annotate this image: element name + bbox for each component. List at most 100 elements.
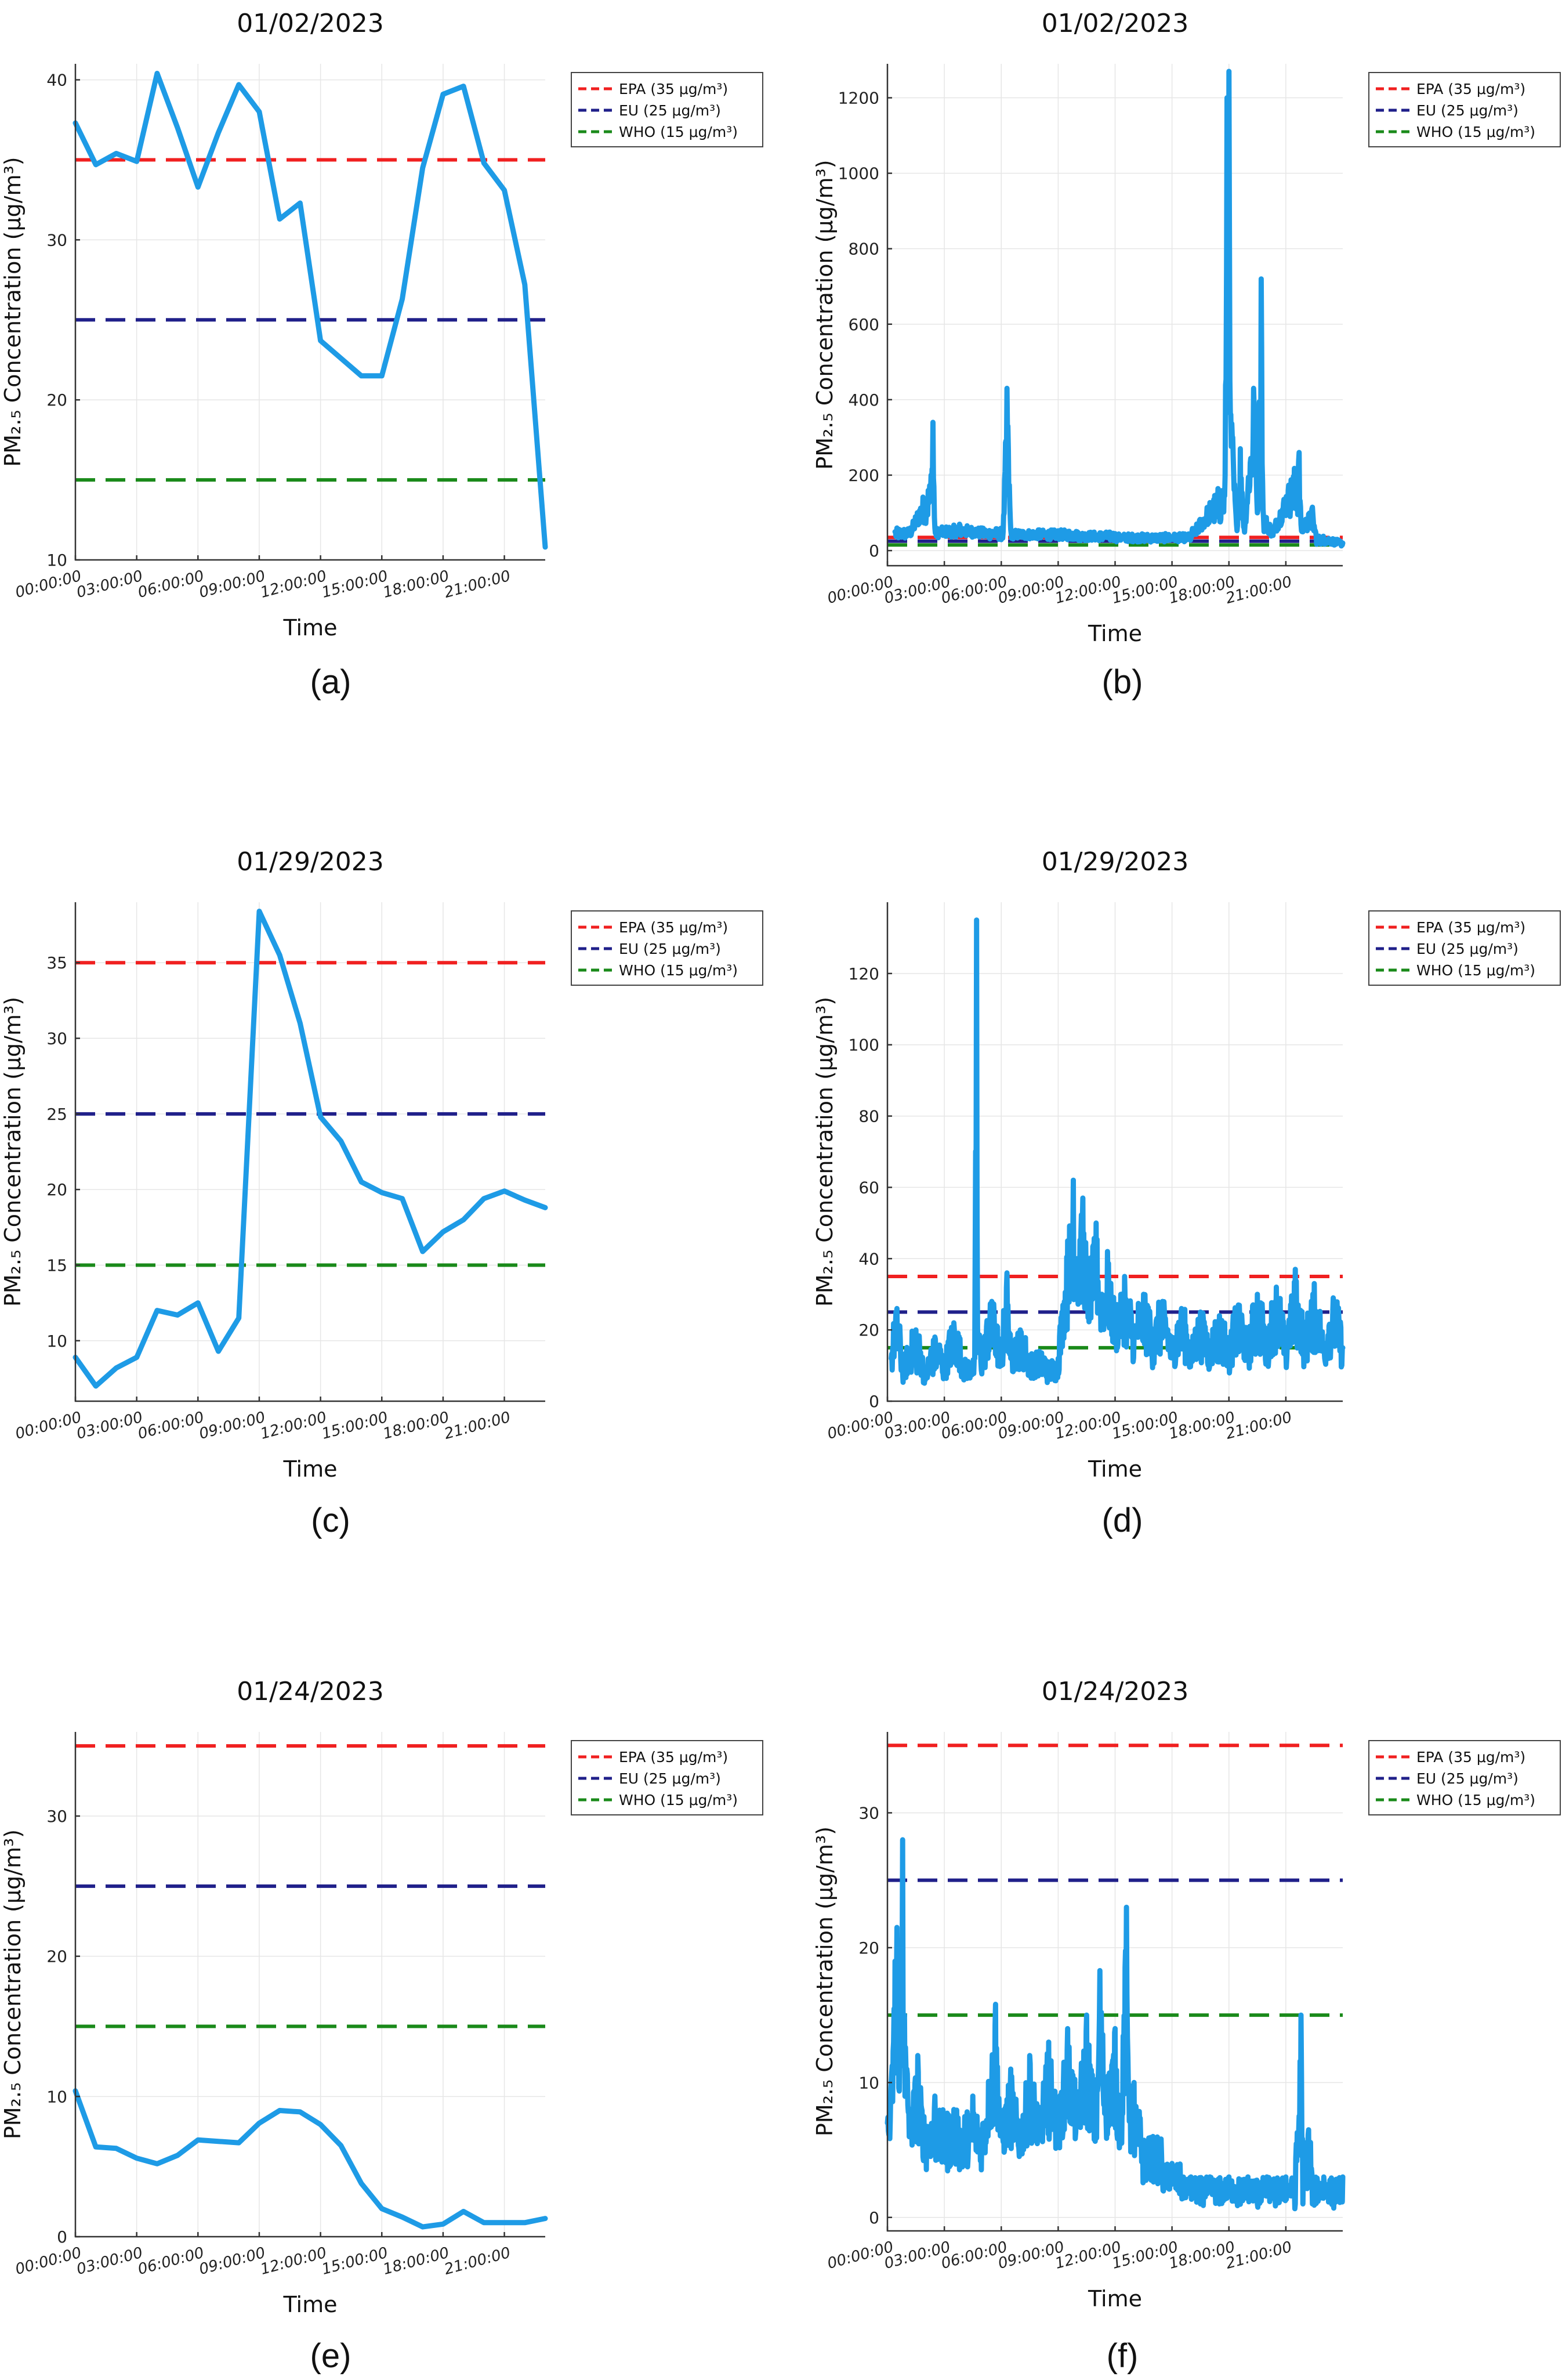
y-tick-label: 60 — [858, 1178, 879, 1197]
pm25-series-line — [73, 909, 548, 1389]
legend-entry: EPA (35 μg/m³) — [619, 81, 728, 97]
y-axis-label: PM₂.₅ Concentration (μg/m³) — [812, 997, 838, 1307]
y-tick-label: 10 — [46, 2087, 67, 2106]
x-axis-label: Time — [283, 615, 338, 641]
panel-caption: (c) — [311, 1502, 350, 1539]
legend-box — [1368, 1740, 1561, 1815]
x-axis-label: Time — [1088, 1456, 1142, 1482]
x-tick-label: 15:00:00 — [320, 567, 390, 602]
x-tick-label: 00:00:00 — [13, 2244, 84, 2278]
chart-panel-6: 01/24/2023010203000:00:0003:00:0006:00:0… — [812, 1677, 1561, 2375]
x-tick-label: 03:00:00 — [75, 2244, 145, 2278]
pm25-series-line — [892, 68, 1346, 549]
y-tick-label: 15 — [46, 1256, 67, 1275]
x-tick-label: 21:00:00 — [1224, 1409, 1294, 1443]
legend-entry: WHO (15 μg/m³) — [1416, 962, 1535, 979]
y-tick-label: 25 — [46, 1105, 67, 1124]
y-tick-label: 600 — [849, 315, 879, 334]
x-tick-label: 12:00:00 — [259, 1409, 329, 1443]
legend: EPA (35 μg/m³) EU (25 μg/m³) WHO (15 μg/m³… — [1368, 72, 1561, 147]
legend-entry: WHO (15 μg/m³) — [619, 962, 738, 979]
panel-caption: (f) — [1107, 2337, 1139, 2375]
y-tick-label: 120 — [849, 964, 879, 983]
x-tick-label: 12:00:00 — [259, 2244, 329, 2278]
y-tick-label: 30 — [46, 230, 67, 249]
y-axis-label: PM₂.₅ Concentration (μg/m³) — [0, 1829, 26, 2139]
pm25-series-line — [73, 71, 548, 550]
x-tick-label: 15:00:00 — [320, 1409, 390, 1443]
x-tick-label: 09:00:00 — [197, 2244, 267, 2278]
pm25-series-line — [885, 1837, 1346, 2212]
legend-entry: WHO (15 μg/m³) — [1416, 1792, 1535, 1808]
x-tick-label: 06:00:00 — [136, 2244, 206, 2278]
legend-entry: EPA (35 μg/m³) — [1416, 1749, 1525, 1766]
x-tick-label: 03:00:00 — [75, 1409, 145, 1443]
x-axis-label: Time — [283, 1456, 338, 1482]
legend-entry: WHO (15 μg/m³) — [1416, 124, 1535, 140]
pm25-series-line — [73, 2088, 548, 2230]
legend-entry: EPA (35 μg/m³) — [619, 919, 728, 936]
x-tick-label: 12:00:00 — [259, 567, 329, 602]
y-tick-label: 0 — [869, 2208, 879, 2227]
y-axis-label: PM₂.₅ Concentration (μg/m³) — [0, 157, 26, 466]
y-tick-label: 30 — [858, 1803, 879, 1822]
legend-entry: EU (25 μg/m³) — [619, 1770, 721, 1787]
x-axis-label: Time — [1088, 2286, 1142, 2312]
pm25-series-line — [889, 917, 1346, 1386]
legend-entry: EU (25 μg/m³) — [619, 102, 721, 119]
y-tick-label: 20 — [46, 390, 67, 410]
y-tick-label: 30 — [46, 1029, 67, 1048]
x-tick-label: 06:00:00 — [136, 1409, 206, 1443]
y-tick-label: 400 — [849, 390, 879, 410]
chart-panel-3: 01/29/2023 10 15 20 25 30 35 00:00:0003:00:0006… — [0, 847, 763, 1539]
x-tick-label: 21:00:00 — [443, 567, 513, 602]
y-tick-label: 40 — [46, 71, 67, 90]
x-tick-label: 21:00:00 — [443, 1409, 513, 1443]
x-tick-label: 18:00:00 — [381, 1409, 451, 1443]
y-tick-label: 20 — [46, 1180, 67, 1199]
axes — [74, 902, 545, 1402]
x-tick-label: 06:00:00 — [136, 567, 206, 602]
legend: EPA (35 μg/m³) EU (25 μg/m³) WHO (15 μg/m³… — [571, 910, 763, 986]
x-tick-label: 09:00:00 — [197, 1409, 267, 1443]
y-tick-label: 10 — [858, 2073, 879, 2092]
x-axis-label: Time — [283, 2292, 338, 2317]
legend: EPA (35 μg/m³) EU (25 μg/m³) WHO (15 μg/m³… — [1368, 1740, 1561, 1815]
y-tick-label: 0 — [869, 541, 879, 560]
y-tick-label: 1000 — [838, 164, 879, 183]
legend-box — [571, 1740, 763, 1815]
y-tick-label: 0 — [57, 2227, 67, 2247]
chart-panel-5: 01/24/2023 0 10 20 30 00:00:0003:00:0006:00:0… — [0, 1677, 763, 2375]
y-axis-label: PM₂.₅ Concentration (μg/m³) — [812, 160, 838, 469]
legend-entry: WHO (15 μg/m³) — [619, 1792, 738, 1808]
y-tick-label: 10 — [46, 1332, 67, 1351]
x-tick-label: 21:00:00 — [443, 2244, 513, 2278]
y-tick-label: 800 — [849, 240, 879, 259]
x-tick-label: 00:00:00 — [13, 1409, 84, 1443]
legend-box — [1368, 72, 1561, 147]
y-tick-label: 10 — [46, 551, 67, 570]
legend-box — [1368, 910, 1561, 986]
chart-panel-4: 01/29/202302040608010012000:00:0003:00:0… — [812, 847, 1561, 1539]
legend-entry: EU (25 μg/m³) — [619, 941, 721, 957]
y-axis-label: PM₂.₅ Concentration (μg/m³) — [812, 1826, 838, 2136]
legend-box — [571, 910, 763, 986]
x-tick-label: 21:00:00 — [1224, 2238, 1294, 2273]
y-tick-label: 100 — [849, 1036, 879, 1055]
legend-entry: EPA (35 μg/m³) — [1416, 81, 1525, 97]
x-axis-label: Time — [1088, 621, 1142, 646]
panel-caption: (b) — [1102, 663, 1143, 701]
y-tick-label: 80 — [858, 1107, 879, 1126]
x-tick-label: 03:00:00 — [75, 567, 145, 602]
y-tick-label: 35 — [46, 953, 67, 972]
y-tick-label: 30 — [46, 1807, 67, 1826]
legend-entry: WHO (15 μg/m³) — [619, 124, 738, 140]
y-tick-label: 0 — [869, 1392, 879, 1411]
chart-title: 01/29/2023 — [237, 847, 384, 877]
panel-caption: (a) — [310, 663, 351, 701]
legend-box — [571, 72, 763, 147]
chart-title: 01/02/2023 — [237, 9, 384, 38]
x-tick-label: 15:00:00 — [320, 2244, 390, 2278]
chart-title: 01/29/2023 — [1042, 847, 1189, 877]
